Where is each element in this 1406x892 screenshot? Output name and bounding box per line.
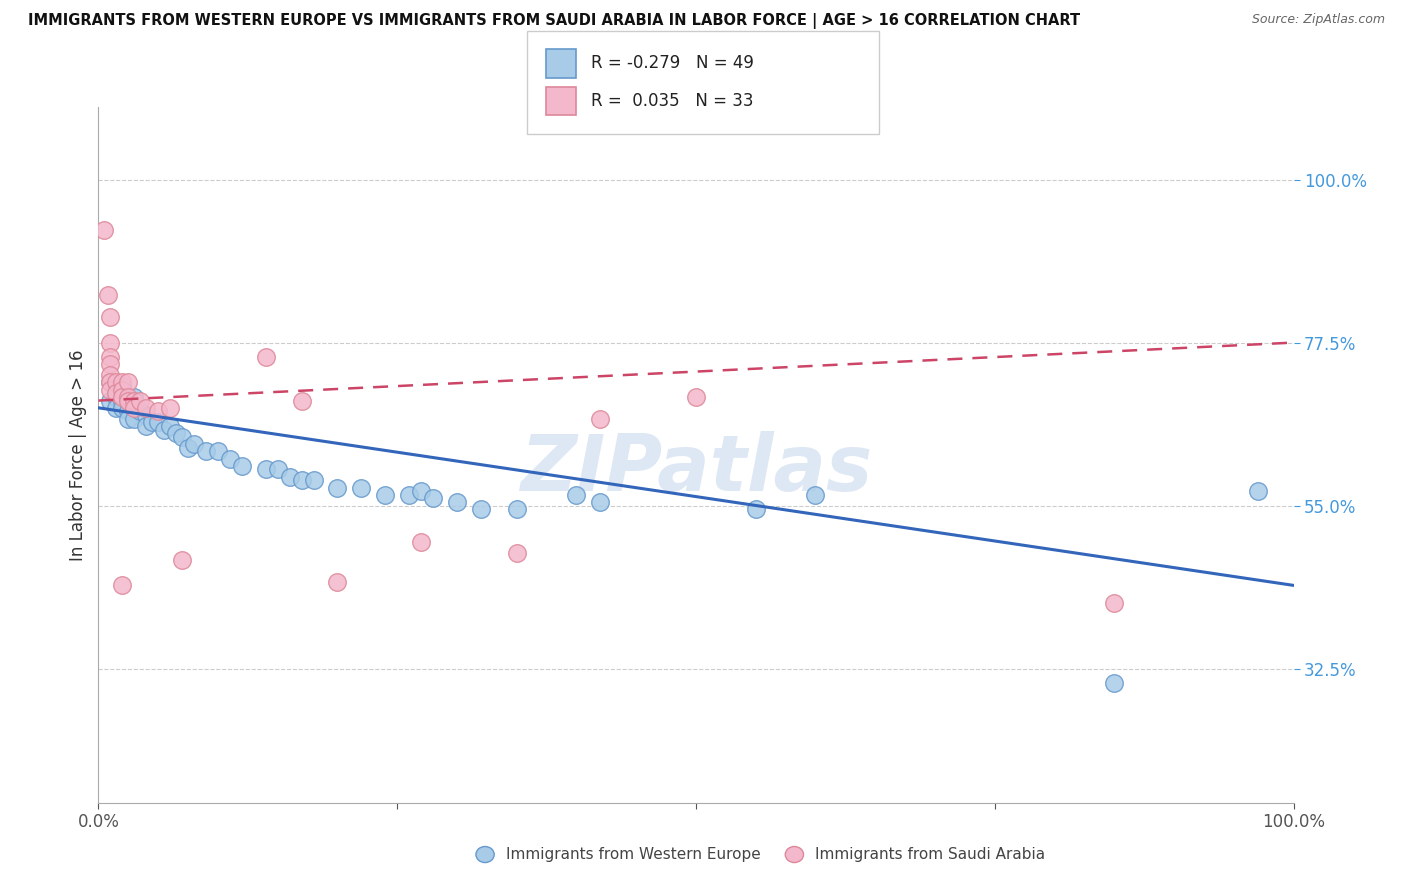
Point (153, 423, 176, 437)
Point (589, 411, 612, 425)
Point (254, 350, 277, 364)
Point (267, 462, 290, 476)
Point (124, 390, 146, 404)
Point (124, 393, 146, 408)
Point (98, 350, 122, 364)
Point (177, 441, 200, 455)
Text: IMMIGRANTS FROM WESTERN EUROPE VS IMMIGRANTS FROM SAUDI ARABIA IN LABOR FORCE | : IMMIGRANTS FROM WESTERN EUROPE VS IMMIGR… (28, 13, 1080, 29)
Point (219, 451, 242, 466)
Point (446, 495, 468, 509)
Point (105, 386, 128, 401)
Point (98, 357, 122, 371)
Point (506, 546, 529, 560)
Point (98, 393, 122, 408)
Point (98, 383, 122, 397)
Point (117, 376, 139, 390)
Point (326, 481, 349, 495)
Point (97, 288, 120, 302)
Point (117, 393, 139, 408)
Text: Immigrants from Saudi Arabia: Immigrants from Saudi Arabia (815, 847, 1046, 862)
Point (98, 368, 122, 383)
Y-axis label: In Labor Force | Age > 16: In Labor Force | Age > 16 (69, 349, 87, 561)
Point (148, 404, 170, 418)
Point (470, 502, 492, 516)
Point (111, 379, 134, 393)
Point (172, 553, 194, 567)
Point (1246, 484, 1268, 499)
Point (105, 390, 128, 404)
Point (685, 390, 707, 404)
Point (117, 404, 139, 418)
Point (565, 488, 588, 502)
Point (98, 376, 122, 390)
Point (326, 574, 349, 589)
Point (159, 419, 181, 434)
Point (135, 401, 157, 415)
Point (111, 401, 134, 415)
Point (111, 578, 134, 592)
Point (207, 444, 229, 458)
Point (98, 376, 122, 390)
Point (117, 411, 139, 425)
Point (422, 491, 444, 506)
Point (135, 419, 157, 434)
Point (194, 444, 217, 458)
Point (111, 393, 134, 408)
Point (290, 393, 312, 408)
Point (111, 376, 134, 390)
Point (124, 411, 146, 425)
Point (1102, 676, 1125, 690)
Point (183, 437, 205, 451)
Point (117, 393, 139, 408)
Text: R =  0.035   N = 33: R = 0.035 N = 33 (591, 92, 754, 110)
Point (117, 390, 139, 404)
Point (165, 426, 187, 441)
Point (350, 481, 373, 495)
Point (111, 390, 134, 404)
Point (129, 404, 152, 418)
Point (398, 488, 420, 502)
Point (411, 535, 433, 549)
Point (98, 335, 122, 350)
Point (93, 223, 115, 237)
Point (172, 430, 194, 444)
Point (124, 401, 146, 415)
Point (745, 502, 768, 516)
Point (111, 390, 134, 404)
Text: ZIPatlas: ZIPatlas (520, 431, 872, 507)
Point (411, 484, 433, 499)
Point (1102, 597, 1125, 611)
Point (374, 488, 396, 502)
Point (98, 310, 122, 325)
Point (148, 415, 170, 429)
Point (506, 502, 529, 516)
Text: Source: ZipAtlas.com: Source: ZipAtlas.com (1251, 13, 1385, 27)
Point (135, 408, 157, 422)
Point (589, 495, 612, 509)
Point (129, 393, 152, 408)
Point (105, 376, 128, 390)
Text: Immigrants from Western Europe: Immigrants from Western Europe (506, 847, 761, 862)
Point (278, 469, 301, 483)
Point (111, 383, 134, 397)
Point (290, 473, 312, 487)
Point (804, 488, 827, 502)
Point (105, 401, 128, 415)
Point (254, 462, 277, 476)
Point (159, 401, 181, 415)
Text: R = -0.279   N = 49: R = -0.279 N = 49 (591, 54, 754, 72)
Point (302, 473, 325, 487)
Point (231, 458, 253, 473)
Point (124, 401, 146, 415)
Point (141, 415, 163, 429)
